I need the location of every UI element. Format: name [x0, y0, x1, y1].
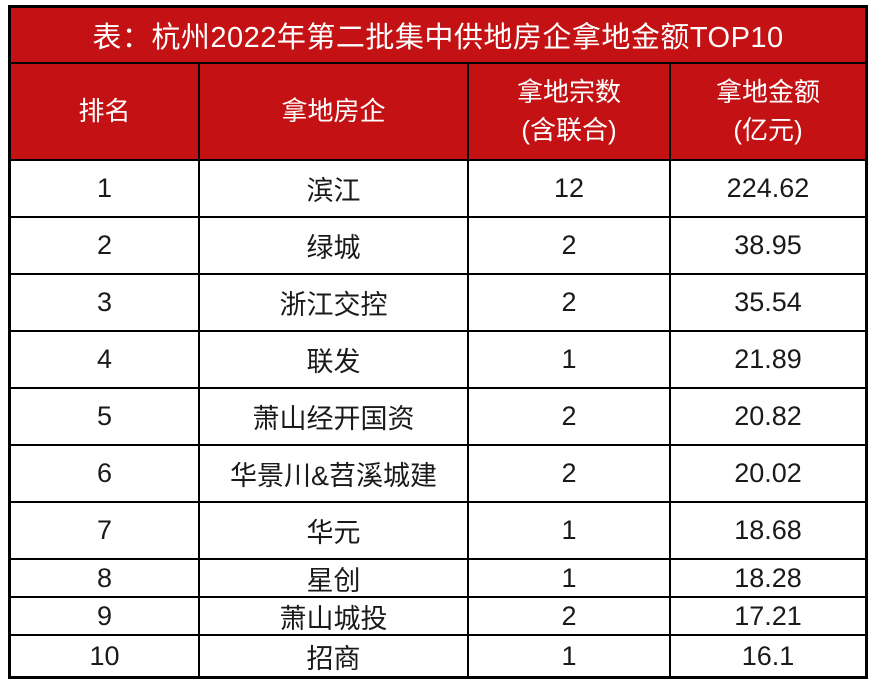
amount-cell: 18.28 — [668, 560, 865, 596]
table-row: 3 浙江交控 2 35.54 — [11, 273, 865, 330]
company-cell: 华元 — [198, 503, 467, 558]
table-row: 1 滨江 12 224.62 — [11, 159, 865, 216]
header-line: 拿地房企 — [281, 95, 386, 126]
rank-cell: 5 — [96, 401, 113, 431]
plots-cell: 2 — [467, 446, 669, 501]
land-acquisition-table: 表：杭州2022年第二批集中供地房企拿地金额TOP10 排名 拿地房企 拿地宗数… — [8, 5, 868, 679]
table-row: 7 华元 1 18.68 — [11, 501, 865, 558]
company-cell: 华景川&苕溪城建 — [198, 446, 467, 501]
amount-cell: 224.62 — [668, 161, 865, 216]
header-line: (含联合) — [521, 114, 617, 145]
plots-cell: 1 — [467, 560, 669, 596]
amount-cell: 18.68 — [668, 503, 865, 558]
plots-cell: 1 — [467, 332, 669, 387]
table-row: 6 华景川&苕溪城建 2 20.02 — [11, 444, 865, 501]
plots-cell: 1 — [467, 503, 669, 558]
header-line: 拿地宗数 — [516, 76, 621, 107]
rank-cell: 7 — [96, 515, 113, 545]
plots-cell: 2 — [467, 218, 669, 273]
header-line: (亿元) — [733, 114, 803, 145]
table-row: 2 绿城 2 38.95 — [11, 216, 865, 273]
rank-cell: 8 — [96, 562, 113, 593]
table-row: 10 招商 1 16.1 — [11, 634, 865, 676]
company-cell: 浙江交控 — [198, 275, 467, 330]
header-line: 排名 — [78, 95, 131, 126]
amount-cell: 17.21 — [668, 598, 865, 634]
rank-cell: 9 — [96, 600, 113, 631]
header-line: 拿地金额 — [715, 76, 820, 107]
header-plots: 拿地宗数 (含联合) — [467, 64, 669, 159]
company-cell: 联发 — [198, 332, 467, 387]
table-row: 9 萧山城投 2 17.21 — [11, 596, 865, 634]
rank-cell: 2 — [96, 230, 113, 260]
company-cell: 滨江 — [198, 161, 467, 216]
rank-cell: 6 — [96, 458, 113, 488]
amount-cell: 38.95 — [668, 218, 865, 273]
table-header-row: 排名 拿地房企 拿地宗数 (含联合) 拿地金额 (亿元) — [11, 62, 865, 159]
plots-cell: 2 — [467, 389, 669, 444]
amount-cell: 35.54 — [668, 275, 865, 330]
amount-cell: 21.89 — [668, 332, 865, 387]
header-company: 拿地房企 — [198, 64, 467, 159]
header-amount: 拿地金额 (亿元) — [668, 64, 865, 159]
table-row: 5 萧山经开国资 2 20.82 — [11, 387, 865, 444]
company-cell: 招商 — [198, 636, 467, 676]
plots-cell: 12 — [467, 161, 669, 216]
rank-cell: 4 — [96, 344, 113, 374]
amount-cell: 20.82 — [668, 389, 865, 444]
plots-cell: 2 — [467, 275, 669, 330]
plots-cell: 1 — [467, 636, 669, 676]
rank-cell: 1 — [96, 173, 113, 203]
company-cell: 萧山城投 — [198, 598, 467, 634]
header-rank: 排名 — [11, 64, 198, 159]
table-row: 8 星创 1 18.28 — [11, 558, 865, 596]
table-row: 4 联发 1 21.89 — [11, 330, 865, 387]
company-cell: 星创 — [198, 560, 467, 596]
company-cell: 绿城 — [198, 218, 467, 273]
amount-cell: 20.02 — [668, 446, 865, 501]
rank-cell: 10 — [89, 640, 120, 671]
table-title: 表：杭州2022年第二批集中供地房企拿地金额TOP10 — [11, 8, 865, 62]
company-cell: 萧山经开国资 — [198, 389, 467, 444]
rank-cell: 3 — [96, 287, 113, 317]
amount-cell: 16.1 — [668, 636, 865, 676]
plots-cell: 2 — [467, 598, 669, 634]
